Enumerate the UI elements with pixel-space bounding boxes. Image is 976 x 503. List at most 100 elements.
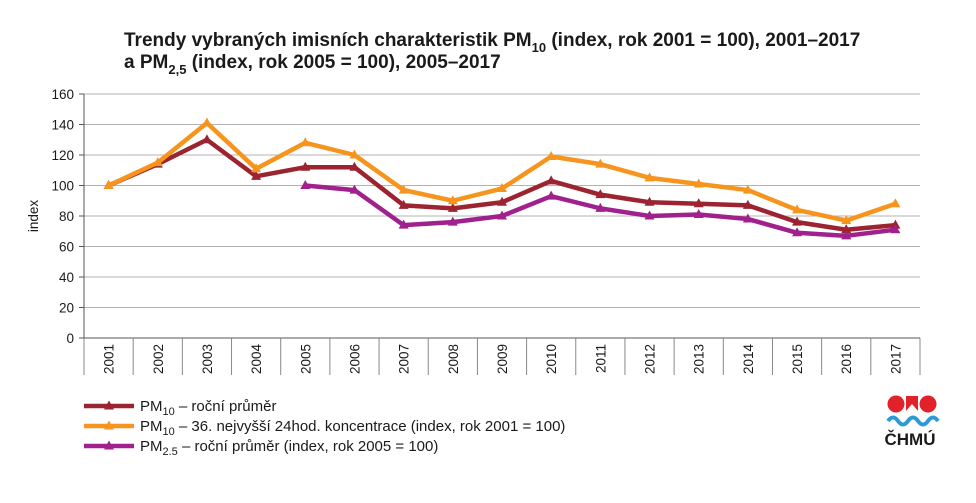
data-point-pm10_mean xyxy=(595,189,606,199)
x-tick-label: 2013 xyxy=(692,344,707,374)
x-tick-label: 2005 xyxy=(298,344,313,374)
data-point-pm10_mean xyxy=(398,199,409,209)
data-point-pm10_mean xyxy=(497,196,507,206)
logo-text: ČHMÚ xyxy=(885,430,936,449)
x-tick-label: 2012 xyxy=(643,344,658,374)
legend-swatch-marker xyxy=(104,440,114,450)
x-tick-label: 2008 xyxy=(446,344,461,374)
data-point-pm25_mean xyxy=(595,202,606,212)
data-point-pm10_36 xyxy=(792,204,803,214)
data-point-pm25_mean xyxy=(447,216,458,226)
y-tick-label: 140 xyxy=(51,118,74,133)
data-point-pm10_mean xyxy=(251,170,262,180)
data-point-pm10_36 xyxy=(201,117,212,127)
data-point-pm10_36 xyxy=(447,195,458,205)
title-line-1: Trendy vybraných imisních charakteristik… xyxy=(124,30,860,55)
data-point-pm25_mean xyxy=(792,227,803,237)
y-tick-labels: 0 20 40 60 80 100 120 140 160 xyxy=(51,87,84,346)
data-point-pm10_mean xyxy=(201,134,212,144)
title-line-1-post: (index, rok 2001 = 100), 2001–2017 xyxy=(546,30,860,51)
data-point-pm10_mean xyxy=(742,199,753,209)
legend-item-pm10_mean: PM10 – roční průměr xyxy=(84,398,276,418)
title-line-2: a PM2,5 (index, rok 2005 = 100), 2005–20… xyxy=(124,52,501,77)
y-tick-label: 100 xyxy=(51,179,74,194)
title-line-2-post: (index, rok 2005 = 100), 2005–2017 xyxy=(186,52,500,73)
data-point-pm10_mean xyxy=(792,216,803,226)
data-point-pm25_mean xyxy=(742,213,753,223)
data-point-pm10_mean xyxy=(693,198,704,208)
data-point-pm10_36 xyxy=(693,178,704,188)
data-point-pm10_36 xyxy=(103,180,114,189)
x-tick-label: 2006 xyxy=(347,344,362,374)
data-point-pm25_mean xyxy=(497,210,507,220)
legend-swatch-marker xyxy=(104,420,114,430)
legend-item-pm10_36: PM10 – 36. nejvyšší 24hod. koncentrace (… xyxy=(84,418,565,438)
y-tick-label: 120 xyxy=(51,148,74,163)
legend-item-pm25_mean: PM2.5 – roční průměr (index, rok 2005 = … xyxy=(84,438,438,458)
data-point-pm10_mean xyxy=(300,161,311,171)
chmu-logo: ČHMÚ xyxy=(885,395,940,449)
chart-title: Trendy vybraných imisních charakteristik… xyxy=(124,30,860,77)
data-point-pm10_mean xyxy=(546,175,557,185)
data-point-pm10_mean xyxy=(890,219,901,229)
legend-label: PM10 – roční průměr xyxy=(140,398,276,418)
y-tick-label: 40 xyxy=(59,270,74,285)
legend-label: PM2.5 – roční průměr (index, rok 2005 = … xyxy=(140,438,438,458)
data-point-pm25_mean xyxy=(546,190,557,200)
data-point-pm10_mean xyxy=(447,202,458,212)
title-line-1-pre: Trendy vybraných imisních charakteristik… xyxy=(124,30,532,51)
data-point-pm10_36 xyxy=(300,137,311,147)
x-tick-label: 2015 xyxy=(790,344,805,374)
x-tick-label: 2001 xyxy=(102,344,117,374)
data-point-pm10_36 xyxy=(152,157,163,167)
logo-wave xyxy=(886,415,940,427)
x-tick-label: 2016 xyxy=(839,344,854,374)
data-point-pm25_mean xyxy=(890,224,901,234)
data-point-pm10_36 xyxy=(595,158,606,168)
logo-center-shape xyxy=(906,396,918,411)
data-point-pm10_mean xyxy=(349,161,360,171)
y-axis-label: index xyxy=(26,200,41,233)
data-point-pm10_36 xyxy=(251,163,262,173)
y-tick-label: 60 xyxy=(59,240,74,255)
series-pm25_mean xyxy=(300,180,901,240)
x-tick-label: 2017 xyxy=(888,344,903,374)
legend-label: PM10 – 36. nejvyšší 24hod. koncentrace (… xyxy=(140,418,565,438)
data-point-pm10_36 xyxy=(546,151,557,161)
x-tick-label: 2010 xyxy=(544,344,559,374)
series-group xyxy=(103,117,901,240)
data-point-pm10_36 xyxy=(398,184,409,194)
data-point-pm25_mean xyxy=(349,184,360,194)
x-tick-label: 2002 xyxy=(151,344,166,374)
logo-circle-right xyxy=(919,395,937,413)
data-point-pm25_mean xyxy=(693,208,704,218)
data-point-pm10_mean xyxy=(644,196,655,206)
title-line-2-sub: 2,5 xyxy=(168,62,186,77)
series-pm10_36 xyxy=(103,117,901,225)
data-point-pm10_36 xyxy=(890,198,901,208)
data-point-pm25_mean xyxy=(398,219,409,229)
x-tick-label: 2007 xyxy=(397,344,412,374)
data-point-pm10_36 xyxy=(742,184,753,194)
y-tick-label: 20 xyxy=(59,301,74,316)
data-point-pm25_mean xyxy=(644,210,655,220)
data-point-pm10_36 xyxy=(841,215,852,225)
data-point-pm10_36 xyxy=(644,172,655,182)
x-tick-label: 2014 xyxy=(741,344,756,375)
data-point-pm25_mean xyxy=(841,230,852,240)
y-tick-label: 80 xyxy=(59,209,74,224)
data-point-pm10_mean xyxy=(841,224,852,234)
legend-swatch-marker xyxy=(104,400,114,410)
y-tick-label: 160 xyxy=(51,87,74,102)
x-tick-label: 2009 xyxy=(495,344,510,374)
logo-circle-left xyxy=(887,395,905,413)
x-tick-label: 2011 xyxy=(593,344,608,373)
data-point-pm25_mean xyxy=(300,180,311,189)
x-tick-label: 2004 xyxy=(249,344,264,375)
x-tick-label: 2003 xyxy=(200,344,215,374)
y-tick-label: 0 xyxy=(66,331,74,346)
data-point-pm10_36 xyxy=(349,149,360,159)
title-line-1-sub: 10 xyxy=(532,40,546,55)
